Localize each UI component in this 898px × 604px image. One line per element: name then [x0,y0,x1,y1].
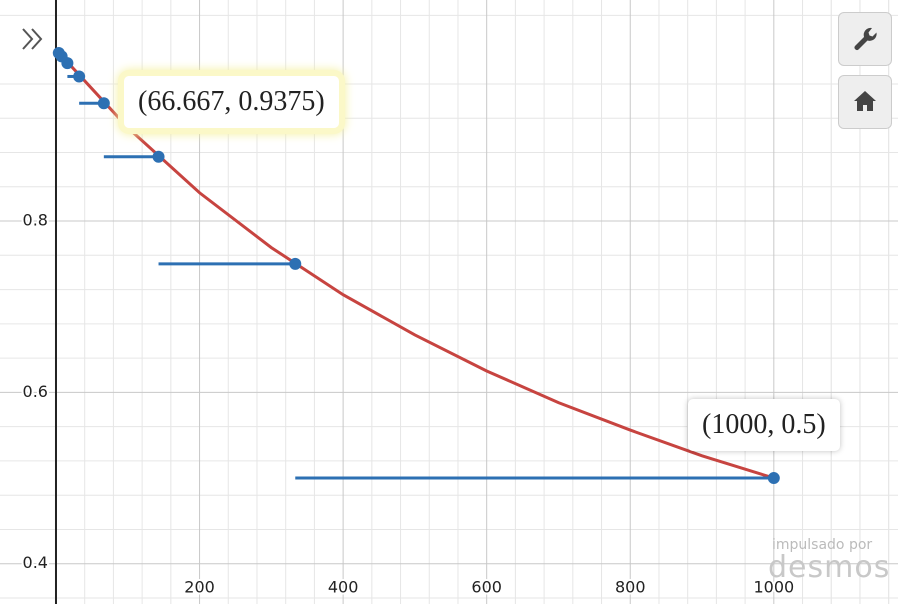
point [152,150,165,163]
watermark-logo: desmos [768,550,891,585]
x-tick-label: 400 [328,578,359,597]
wrench-icon [854,27,877,50]
point [767,472,780,485]
x-tick-label: 1000 [753,578,794,597]
x-tick-label: 800 [615,578,646,597]
watermark: impulsado por [772,537,873,553]
y-tick-label: 0.6 [23,382,48,401]
point [289,257,302,270]
point-label[interactable]: (1000, 0.5) [688,399,840,451]
x-tick-label: 200 [184,578,215,597]
curve [54,48,775,480]
y-tick-label: 0.4 [23,553,48,572]
settings-button[interactable] [838,12,892,66]
home-button[interactable] [838,75,892,129]
point [97,97,110,110]
expand-icon[interactable] [20,26,50,56]
point-label[interactable]: (66.667, 0.9375) [124,76,339,128]
point [73,70,86,83]
point [52,47,65,60]
x-tick-label: 600 [471,578,502,597]
home-icon [854,91,876,111]
y-tick-label: 0.8 [23,211,48,230]
